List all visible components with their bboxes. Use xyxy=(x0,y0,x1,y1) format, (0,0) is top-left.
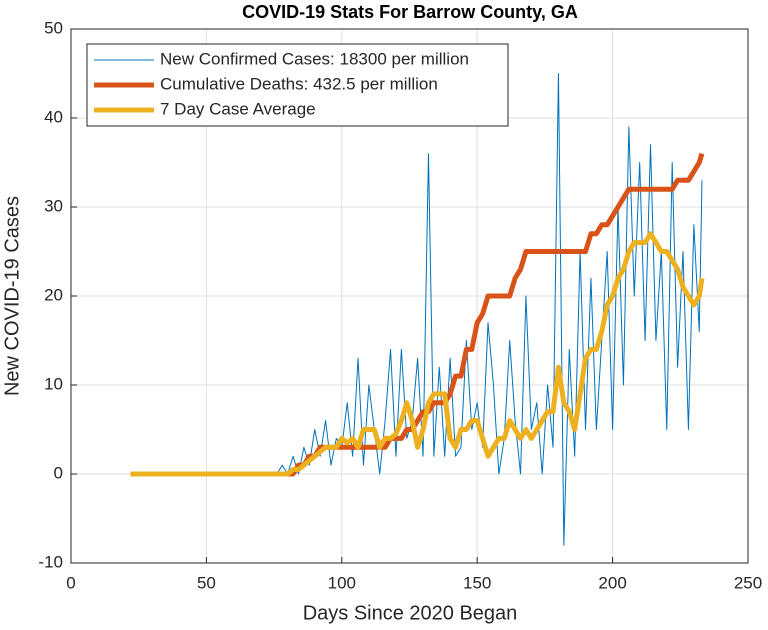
axes-box xyxy=(70,28,749,564)
chart-title: COVID-19 Stats For Barrow County, GA xyxy=(242,2,578,22)
x-tick-label: 150 xyxy=(463,573,491,592)
legend-label: Cumulative Deaths: 432.5 per million xyxy=(160,74,438,93)
y-tick-label: 10 xyxy=(44,374,63,393)
legend-label: New Confirmed Cases: 18300 per million xyxy=(160,49,469,68)
y-tick-label: 40 xyxy=(44,107,63,126)
series-line xyxy=(130,73,703,546)
y-tick-label: 20 xyxy=(44,285,63,304)
series-line xyxy=(130,152,705,477)
x-tick-label: 200 xyxy=(598,573,626,592)
plot-area xyxy=(130,73,705,546)
y-tick-label: 30 xyxy=(44,196,63,215)
legend: New Confirmed Cases: 18300 per million Cu… xyxy=(86,43,509,127)
y-tick-label: 50 xyxy=(44,18,63,37)
x-tick-label: 50 xyxy=(197,573,216,592)
legend-label: 7 Day Case Average xyxy=(160,99,316,118)
y-axis-label: New COVID-19 Cases xyxy=(1,196,23,396)
x-axis-label: Days Since 2020 Began xyxy=(303,602,518,624)
series-line xyxy=(130,231,705,477)
x-tick-label: 100 xyxy=(328,573,356,592)
y-tick-label: -10 xyxy=(38,552,63,571)
x-tick-label: 0 xyxy=(66,573,75,592)
y-tick-label: 0 xyxy=(54,463,63,482)
legend-box xyxy=(86,43,509,127)
x-tick-label: 250 xyxy=(734,573,762,592)
